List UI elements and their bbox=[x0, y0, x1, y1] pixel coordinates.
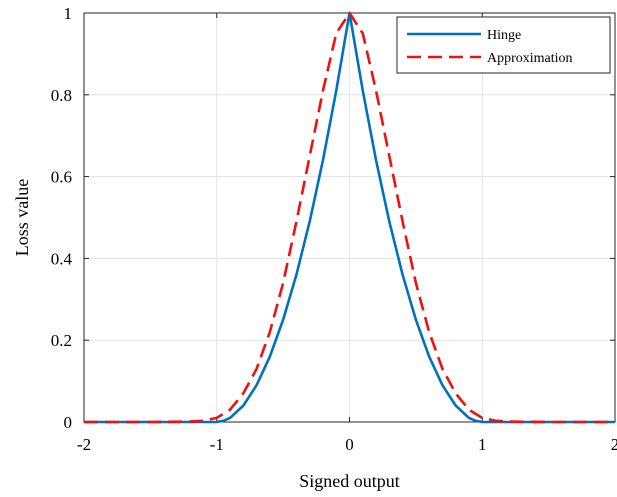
y-tick-label: 0.4 bbox=[51, 249, 73, 268]
x-tick-label: 2 bbox=[611, 435, 617, 454]
series-line-approximation bbox=[84, 11, 615, 424]
y-tick-label: 1 bbox=[64, 4, 73, 23]
y-tick-label: 0.6 bbox=[51, 168, 72, 187]
y-axis-label: Loss value bbox=[12, 179, 32, 256]
x-axis-label: Signed output bbox=[299, 471, 400, 491]
y-tick-label: 0.8 bbox=[51, 86, 72, 105]
legend-label-approximation: Approximation bbox=[487, 51, 573, 66]
x-tick-label: 0 bbox=[345, 435, 354, 454]
x-tick-label: 1 bbox=[478, 435, 487, 454]
legend: Hinge Approximation bbox=[396, 16, 611, 74]
grid-lines bbox=[83, 12, 616, 423]
series-layer bbox=[84, 11, 615, 424]
legend-label-hinge: Hinge bbox=[487, 28, 521, 43]
y-tick-label: 0 bbox=[64, 413, 73, 432]
x-tick-label: -1 bbox=[210, 435, 224, 454]
x-tick-label: -2 bbox=[77, 435, 91, 454]
y-tick-label: 0.2 bbox=[51, 331, 72, 350]
legend-box bbox=[396, 16, 611, 74]
